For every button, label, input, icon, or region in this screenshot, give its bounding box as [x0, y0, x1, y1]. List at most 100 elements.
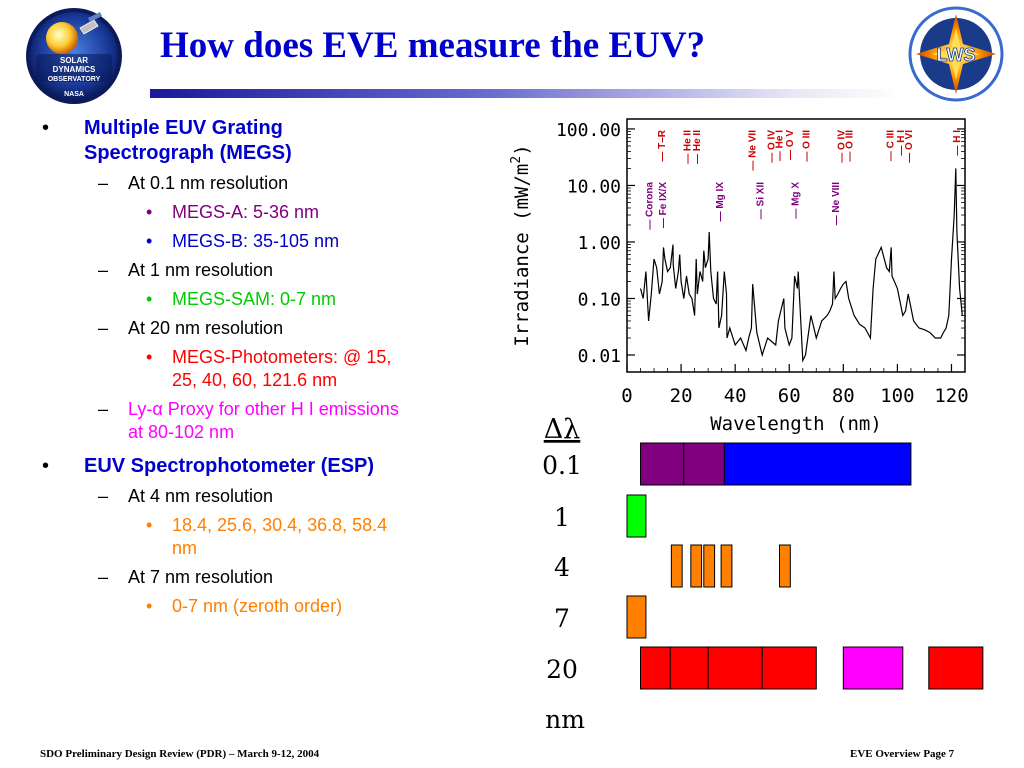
- resolution-header: Δλ: [544, 414, 581, 445]
- y-tick-label: 0.01: [578, 346, 621, 367]
- line-label-red: — O V: [785, 130, 796, 160]
- sdo-logo-text-3: OBSERVATORY: [48, 76, 101, 83]
- bullet-text-line: Spectrograph (MEGS): [84, 142, 292, 164]
- bullet-text-line: MEGS-Photometers: @ 15,: [172, 347, 392, 367]
- x-tick-label: 100: [880, 385, 914, 407]
- line-label-purple: — Mg IX: [715, 182, 726, 222]
- bullet-marker: •: [146, 347, 153, 367]
- bullet-marker: •: [146, 515, 153, 535]
- bullet-text-line: 0-7 nm (zeroth order): [172, 596, 343, 616]
- resolution-bar: [683, 442, 725, 486]
- bullet-marker: –: [98, 260, 109, 280]
- bullet-marker: •: [42, 455, 50, 477]
- line-label-red: — Ne VII: [747, 130, 758, 171]
- bullet-text-line: at 80-102 nm: [128, 422, 235, 442]
- bullet-item-level-2: – Ly-α Proxy for other H I emissions at 80…: [40, 398, 480, 444]
- y-tick-label: 10.00: [567, 176, 621, 197]
- bullet-marker: •: [146, 596, 153, 616]
- x-tick-label: 60: [778, 385, 801, 407]
- bullet-item-level-3: • MEGS-Photometers: @ 15, 25, 40, 60, 121.…: [40, 346, 480, 392]
- y-axis-label-close: ): [511, 144, 533, 155]
- x-tick-label: 80: [832, 385, 855, 407]
- x-tick-label: 40: [724, 385, 747, 407]
- line-label-red: — He II: [682, 130, 693, 164]
- resolution-bar: [928, 646, 984, 690]
- lws-logo: LWS: [908, 6, 1004, 102]
- x-axis-label: Wavelength (nm): [710, 413, 882, 435]
- resolution-bar: [761, 646, 817, 690]
- footer-page-number: EVE Overview Page 7: [850, 748, 955, 760]
- line-label-red: — C III: [885, 130, 896, 161]
- line-label-purple: — Ne VIII: [831, 182, 842, 226]
- bullet-text-line: At 20 nm resolution: [128, 318, 284, 338]
- resolution-bar: [723, 442, 912, 486]
- lws-logo-text: LWS: [937, 45, 976, 65]
- bullet-item-level-2: – At 7 nm resolution: [40, 566, 480, 589]
- resolution-bar: [703, 544, 716, 588]
- y-tick-label: 0.10: [578, 289, 621, 310]
- y-tick-label: 100.00: [556, 120, 621, 141]
- bullet-text-line: 18.4, 25.6, 30.4, 36.8, 58.4: [172, 515, 388, 535]
- line-label-red: — H I: [952, 130, 963, 156]
- line-label-purple: — Mg X: [791, 182, 802, 219]
- slide-title: How does EVE measure the EUV?: [160, 25, 706, 66]
- resolution-row-label: 1: [554, 503, 570, 532]
- bullet-marker: –: [98, 173, 109, 193]
- bullet-marker: •: [146, 202, 153, 222]
- title-divider: [150, 89, 902, 98]
- bullet-item-level-3: • MEGS-SAM: 0-7 nm: [40, 288, 480, 311]
- line-label-red: — He II: [692, 130, 703, 164]
- x-tick-label: 120: [934, 385, 968, 407]
- bullet-text-line: MEGS-A: 5-36 nm: [172, 202, 320, 222]
- bullet-marker: •: [146, 231, 153, 251]
- footer-left: SDO Preliminary Design Review (PDR) – Ma…: [40, 748, 320, 760]
- bullet-marker: –: [98, 486, 109, 506]
- bullet-list: • Multiple EUV Grating Spectrograph (MEGS)…: [40, 116, 480, 618]
- bullet-marker: –: [98, 399, 109, 419]
- bullet-item-level-3: • MEGS-A: 5-36 nm: [40, 201, 480, 224]
- line-label-red: — O VI: [904, 130, 915, 163]
- bullet-text-line: At 1 nm resolution: [128, 260, 274, 280]
- line-label-purple: — Fe IX/X: [658, 182, 669, 228]
- resolution-bar: [842, 646, 904, 690]
- sdo-logo: SOLAR DYNAMICS OBSERVATORY NASA: [26, 8, 122, 104]
- y-axis-label-main: Irradiance (mW/m: [511, 164, 533, 347]
- bullet-item-level-3: • MEGS-B: 35-105 nm: [40, 230, 480, 253]
- resolution-row-label: 4: [554, 553, 570, 582]
- spectrum-line: [639, 168, 963, 363]
- bullet-marker: •: [42, 117, 50, 139]
- bullet-text-line: Multiple EUV Grating: [84, 117, 283, 139]
- line-label-red: — O III: [845, 130, 856, 162]
- bullet-item-level-2: – At 20 nm resolution: [40, 317, 480, 340]
- bullet-item-level-1: • EUV Spectrophotometer (ESP): [40, 454, 480, 479]
- y-axis-label-superscript: 2: [509, 156, 524, 164]
- bullet-text-line: At 4 nm resolution: [128, 486, 274, 506]
- line-label-purple: — Si XII: [755, 182, 766, 219]
- line-label-red: — T–R: [657, 129, 668, 161]
- line-label-red: — He I: [774, 130, 785, 161]
- bullet-marker: –: [98, 567, 109, 587]
- bullet-text-line: MEGS-SAM: 0-7 nm: [172, 289, 337, 309]
- bullet-text-line: At 7 nm resolution: [128, 567, 274, 587]
- x-tick-label: 0: [621, 385, 632, 407]
- bullet-text-line: nm: [172, 538, 198, 558]
- resolution-row-label: 0.1: [542, 451, 582, 480]
- bullet-marker: •: [146, 289, 153, 309]
- y-axis-label: Irradiance (mW/m2): [509, 144, 533, 346]
- resolution-bar: [626, 595, 647, 639]
- resolution-bar: [720, 544, 733, 588]
- bullet-text-line: MEGS-B: 35-105 nm: [172, 231, 340, 251]
- sdo-logo-text-1: SOLAR: [60, 56, 88, 65]
- resolution-bar: [670, 544, 683, 588]
- bullet-item-level-2: – At 4 nm resolution: [40, 485, 480, 508]
- line-label-red: — H I: [896, 130, 907, 156]
- line-label-purple: — Corona: [645, 182, 656, 230]
- bullet-text-line: Ly-α Proxy for other H I emissions: [128, 399, 399, 419]
- resolution-bar: [707, 646, 763, 690]
- bullet-item-level-2: – At 1 nm resolution: [40, 259, 480, 282]
- resolution-bar: [640, 442, 685, 486]
- resolution-unit-label: nm: [545, 705, 585, 734]
- line-label-red: — O III: [801, 130, 812, 162]
- sdo-logo-text-2: DYNAMICS: [53, 65, 96, 74]
